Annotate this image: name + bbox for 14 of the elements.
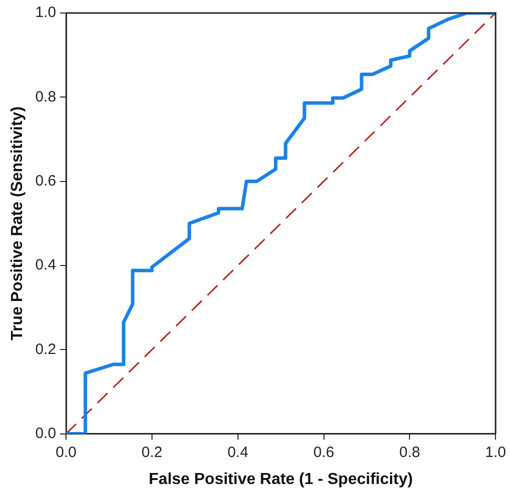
y-tick-label: 0.6 [35, 172, 56, 190]
y-axis-title: True Positive Rate (Sensitivity) [9, 106, 26, 340]
y-tick-label: 0.4 [35, 256, 56, 274]
y-tick-label: 0.2 [35, 340, 56, 358]
x-tick-label: 1.0 [485, 444, 506, 461]
x-tick-label: 0.6 [313, 444, 334, 461]
y-tick-label: 0.8 [35, 88, 56, 106]
y-tick-label: 1.0 [35, 4, 56, 22]
x-tick-label: 0.8 [399, 444, 420, 461]
x-axis-title: False Positive Rate (1 - Specificity) [148, 470, 413, 488]
x-tick-label: 0.0 [56, 444, 76, 461]
x-tick-label: 0.4 [227, 444, 248, 461]
x-tick-label: 0.2 [142, 444, 162, 461]
y-tick-label: 0.0 [35, 424, 56, 442]
